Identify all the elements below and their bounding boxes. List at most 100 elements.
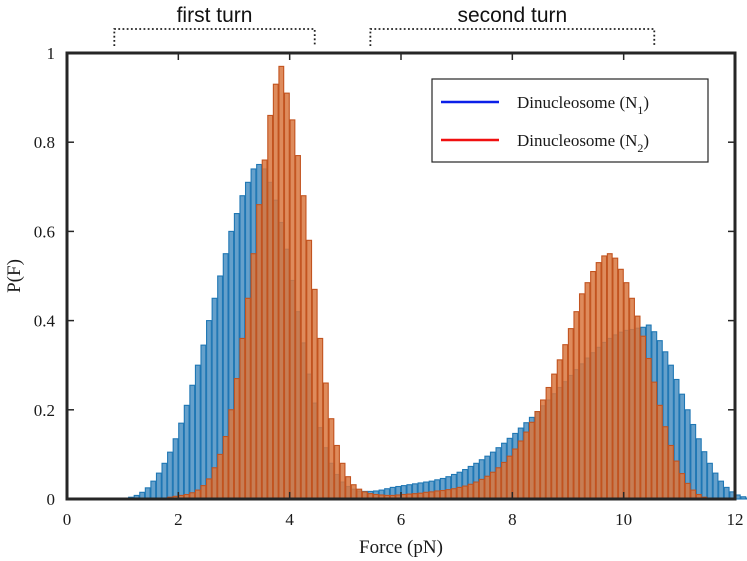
x-tick-label: 2 [174, 510, 183, 529]
y-tick-label: 0 [47, 490, 56, 509]
bar [155, 472, 162, 500]
legend-label-series-1: Dinucleosome (N1) [517, 93, 649, 117]
series-2-bars [155, 65, 708, 500]
bar [261, 159, 268, 500]
bar [656, 404, 663, 500]
bar [350, 484, 357, 500]
bar [178, 422, 185, 500]
bar [651, 381, 658, 500]
bar [740, 496, 747, 500]
bar [534, 411, 541, 500]
bar [278, 65, 285, 500]
bar [339, 462, 346, 500]
y-tick-label: 0.6 [34, 222, 55, 241]
bar [595, 262, 602, 500]
bar [144, 487, 151, 500]
legend-box [431, 78, 709, 163]
bar [684, 482, 691, 500]
legend-label-series-2-end: ) [643, 131, 649, 150]
bar [217, 453, 224, 500]
bar [334, 444, 340, 500]
bar [517, 440, 524, 500]
bar [228, 409, 235, 500]
legend-label-series-2: Dinucleosome (N2) [517, 131, 649, 155]
bar [161, 462, 168, 500]
legend-label-series-2-sub: 2 [637, 141, 643, 155]
bar [662, 426, 669, 500]
annotation-label: second turn [457, 4, 567, 27]
bar [194, 364, 201, 500]
x-tick-label: 12 [727, 510, 744, 529]
bar [306, 239, 313, 500]
bar [222, 436, 229, 500]
bar [328, 418, 335, 500]
legend-label-series-1-main: Dinucleosome (N [517, 93, 637, 112]
bar [489, 471, 496, 500]
bar [289, 119, 296, 500]
bar [601, 255, 608, 500]
bar [456, 486, 463, 500]
bar [668, 444, 674, 500]
annotations-layer: first turn second turn [113, 4, 656, 46]
bar [501, 461, 507, 500]
bar [551, 373, 558, 500]
bar [573, 311, 580, 500]
y-tick-label: 0.2 [34, 401, 55, 420]
bar [189, 384, 196, 500]
bar [690, 423, 697, 500]
bar [183, 404, 190, 500]
bar [673, 460, 680, 500]
x-tick-label: 0 [63, 510, 72, 529]
x-tick-label: 10 [615, 510, 632, 529]
annotation-bracket [369, 28, 656, 46]
x-axis-label: Force (pN) [359, 537, 443, 558]
bar [200, 344, 207, 500]
bar [283, 92, 290, 500]
bar [206, 478, 212, 500]
y-tick-label: 0.4 [34, 312, 56, 331]
legend: Dinucleosome (N1) Dinucleosome (N2) [431, 78, 709, 163]
bar [523, 431, 530, 500]
bar [478, 478, 485, 500]
bar [450, 488, 457, 500]
bar [679, 473, 686, 500]
bar [345, 476, 352, 500]
bar [317, 337, 324, 500]
bar [250, 253, 257, 500]
bar [462, 485, 468, 500]
bar [718, 480, 725, 500]
y-tick-label: 0.8 [34, 133, 55, 152]
bar [528, 421, 535, 500]
annotation-bracket [113, 28, 316, 46]
x-tick-label: 4 [285, 510, 294, 529]
bar [556, 359, 563, 500]
bar [723, 486, 730, 500]
bar [167, 451, 173, 500]
plot-frame [65, 51, 737, 501]
bar [645, 357, 652, 500]
bar [233, 378, 240, 500]
bar [150, 480, 157, 500]
annotation-label: first turn [177, 4, 253, 27]
bar [495, 467, 502, 500]
legend-label-series-2-main: Dinucleosome (N [517, 131, 637, 150]
bar [473, 481, 480, 500]
bar [567, 328, 574, 500]
bar [617, 268, 624, 500]
bar [267, 114, 274, 500]
bar [295, 155, 301, 500]
bar [272, 83, 279, 500]
bar [562, 344, 569, 500]
bar [512, 448, 519, 500]
bar [629, 297, 635, 500]
bar [606, 253, 613, 500]
bar [712, 472, 719, 500]
bar [540, 399, 546, 500]
bar [322, 382, 329, 500]
x-tick-label: 6 [397, 510, 406, 529]
bar [256, 204, 262, 500]
bar [634, 315, 641, 500]
bar [244, 297, 251, 500]
